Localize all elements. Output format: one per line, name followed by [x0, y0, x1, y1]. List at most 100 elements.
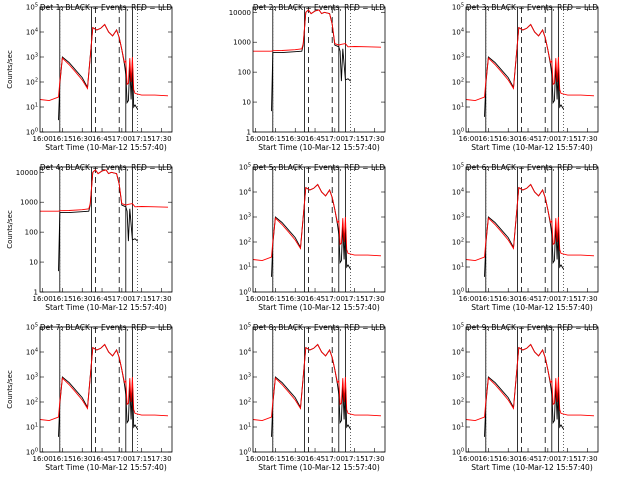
y-tick-label: 105	[26, 3, 38, 12]
x-tick-label: 16:45	[518, 455, 538, 463]
y-tick-label: 103	[239, 373, 251, 382]
panel-title: Det 6: BLACK = Events, RED = LLD	[466, 163, 598, 172]
x-tick-label: 16:45	[518, 295, 538, 303]
y-tick-label: 100	[452, 448, 464, 457]
x-tick-label: 17:00	[112, 455, 132, 463]
x-tick-label: 16:30	[72, 295, 92, 303]
x-tick-label: 17:15	[558, 455, 578, 463]
y-axis-label: Counts/sec	[6, 50, 14, 89]
y-tick-label: 105	[26, 323, 38, 332]
x-tick-label: 17:15	[345, 135, 365, 143]
y-tick-label: 102	[239, 238, 251, 247]
x-tick-label: 16:00	[33, 455, 53, 463]
y-tick-label: 103	[452, 53, 464, 62]
x-tick-label: 16:30	[285, 135, 305, 143]
x-tick-label: 16:45	[305, 455, 325, 463]
x-axis-label: Start Time (10-Mar-12 15:57:40)	[471, 463, 593, 472]
x-tick-label: 17:15	[132, 135, 152, 143]
y-tick-label: 102	[239, 398, 251, 407]
lld-series-line	[40, 169, 169, 212]
y-tick-label: 105	[452, 323, 464, 332]
y-tick-label: 102	[26, 78, 38, 87]
x-tick-label: 16:00	[33, 295, 53, 303]
y-tick-label: 101	[26, 423, 38, 432]
x-tick-label: 17:00	[325, 135, 345, 143]
x-tick-label: 16:30	[498, 455, 518, 463]
x-tick-label: 16:15	[265, 295, 285, 303]
x-tick-label: 17:00	[538, 295, 558, 303]
panel-title: Det 7: BLACK = Events, RED = LLD	[40, 323, 172, 332]
y-tick-label: 10	[242, 99, 251, 107]
lld-series-line	[466, 23, 595, 102]
x-tick-label: 16:00	[459, 135, 479, 143]
x-tick-label: 17:30	[364, 135, 384, 143]
y-tick-label: 101	[452, 263, 464, 272]
y-tick-label: 1	[34, 289, 38, 297]
y-tick-label: 10000	[229, 9, 251, 17]
y-tick-label: 101	[452, 423, 464, 432]
plot-frame	[465, 166, 599, 293]
panel-title: Det 2: BLACK = Events, RED = LLD	[253, 3, 385, 12]
x-tick-label: 17:15	[132, 295, 152, 303]
x-tick-label: 16:30	[72, 135, 92, 143]
y-tick-label: 104	[452, 28, 464, 37]
plot-frame	[39, 6, 173, 133]
plot-frame	[465, 6, 599, 133]
plot-frame	[252, 326, 386, 453]
lld-series-line	[40, 343, 169, 422]
x-tick-label: 17:15	[558, 135, 578, 143]
x-tick-label: 16:30	[72, 455, 92, 463]
plot-frame	[39, 166, 173, 293]
x-tick-label: 16:45	[518, 135, 538, 143]
x-tick-label: 17:00	[112, 295, 132, 303]
y-tick-label: 101	[26, 103, 38, 112]
lld-series-line	[40, 23, 169, 102]
y-tick-label: 104	[26, 28, 38, 37]
x-axis-label: Start Time (10-Mar-12 15:57:40)	[45, 143, 167, 152]
x-tick-label: 17:15	[345, 295, 365, 303]
y-tick-label: 103	[452, 213, 464, 222]
x-tick-label: 17:15	[345, 455, 365, 463]
x-tick-label: 16:00	[459, 455, 479, 463]
panel-title: Det 4: BLACK = Events, RED = LLD	[40, 163, 172, 172]
x-tick-label: 16:00	[459, 295, 479, 303]
y-tick-label: 100	[239, 448, 251, 457]
y-tick-label: 102	[26, 398, 38, 407]
x-tick-label: 17:00	[538, 455, 558, 463]
x-tick-label: 16:45	[92, 455, 112, 463]
lld-series-line	[253, 9, 382, 52]
x-tick-label: 16:15	[478, 455, 498, 463]
y-tick-label: 102	[452, 398, 464, 407]
x-tick-label: 16:15	[52, 295, 72, 303]
x-tick-label: 17:30	[577, 295, 597, 303]
x-tick-label: 16:45	[305, 295, 325, 303]
panel-title: Det 3: BLACK = Events, RED = LLD	[466, 3, 598, 12]
y-tick-label: 100	[238, 69, 251, 77]
detector-panel-3: Det 3: BLACK = Events, RED = LLD 16:00 16:…	[452, 3, 599, 152]
x-tick-label: 16:00	[246, 295, 266, 303]
y-tick-label: 103	[239, 213, 251, 222]
x-axis-label: Start Time (10-Mar-12 15:57:40)	[258, 303, 380, 312]
x-tick-label: 16:45	[305, 135, 325, 143]
y-tick-label: 103	[26, 373, 38, 382]
lld-series-line	[253, 343, 382, 422]
x-tick-label: 16:45	[92, 295, 112, 303]
x-tick-label: 17:30	[364, 455, 384, 463]
y-tick-label: 101	[452, 103, 464, 112]
y-tick-label: 104	[452, 348, 464, 357]
y-tick-label: 1000	[233, 39, 251, 47]
y-tick-label: 100	[452, 288, 464, 297]
x-tick-label: 16:30	[285, 295, 305, 303]
x-axis-label: Start Time (10-Mar-12 15:57:40)	[258, 143, 380, 152]
y-tick-label: 1	[247, 129, 251, 137]
x-tick-label: 16:15	[265, 455, 285, 463]
x-tick-label: 17:00	[112, 135, 132, 143]
x-tick-label: 16:15	[52, 455, 72, 463]
y-tick-label: 103	[26, 53, 38, 62]
